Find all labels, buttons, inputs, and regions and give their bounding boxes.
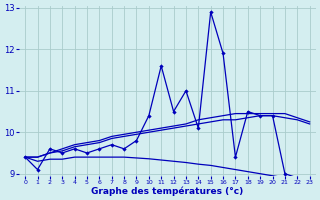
- X-axis label: Graphe des températures (°c): Graphe des températures (°c): [91, 186, 244, 196]
